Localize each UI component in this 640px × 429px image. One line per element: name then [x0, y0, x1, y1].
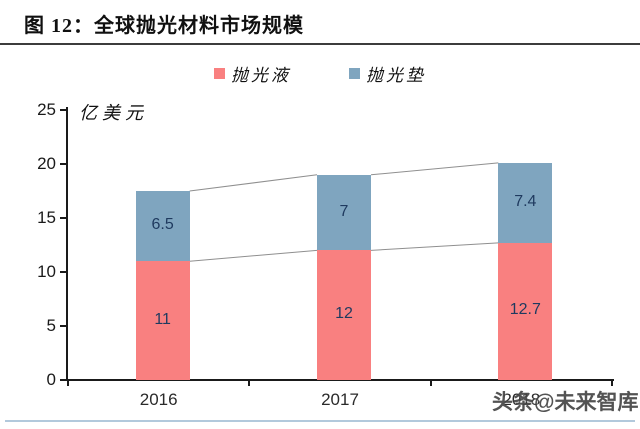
y-tick-label: 15	[37, 208, 56, 227]
bar-segment-2018-s0	[498, 242, 553, 380]
y-axis-unit-label: 亿美元	[79, 103, 148, 123]
x-tick-mark	[67, 380, 69, 386]
legend: 抛光液 抛光垫	[0, 61, 640, 86]
y-tick-label: 10	[37, 262, 56, 281]
series-line-segment	[370, 242, 499, 251]
y-tick-mark	[60, 163, 68, 165]
x-tick-mark	[611, 380, 613, 386]
y-tick-label: 20	[37, 154, 56, 173]
bar-value-label-2018-s0: 12.7	[509, 301, 541, 319]
bar-segment-2017-s0	[317, 250, 371, 380]
x-axis-line	[66, 379, 614, 381]
bar-value-label-2016-s0: 11	[154, 310, 171, 328]
x-tick-label-2018: 2018	[502, 390, 541, 409]
bar-value-label-2016-s1: 6.5	[151, 216, 174, 234]
x-tick-mark	[248, 380, 251, 386]
y-tick-mark	[60, 271, 68, 273]
legend-label-0: 抛光液	[231, 66, 291, 85]
y-tick-label: 0	[46, 370, 56, 389]
legend-item-1: 抛光垫	[349, 61, 426, 86]
legend-swatch-1	[349, 68, 360, 79]
bar-segment-2016-s0	[135, 261, 190, 380]
title-divider	[0, 43, 640, 45]
bar-value-label-2017-s0: 12	[335, 305, 353, 323]
y-axis-line	[66, 107, 68, 381]
y-tick-mark	[60, 109, 68, 111]
bar-segment-2018-s1	[498, 162, 553, 243]
x-tick-mark	[429, 380, 432, 386]
watermark: 头条@未来智库	[492, 391, 639, 414]
series-line-segment	[189, 249, 318, 262]
bar-value-label-2018-s1: 7.4	[514, 192, 537, 210]
series-line-segment	[189, 174, 318, 192]
series-connector-lines	[189, 162, 499, 262]
bar-segment-2017-s1	[317, 174, 371, 251]
bottom-divider	[5, 420, 635, 422]
legend-swatch-0	[214, 68, 225, 79]
bar-value-label-2017-s1: 7	[339, 202, 349, 220]
y-tick-mark	[60, 325, 68, 327]
y-tick-label: 5	[46, 316, 56, 335]
bar-segment-2016-s1	[135, 191, 190, 262]
series-line-segment	[370, 162, 499, 176]
legend-label-1: 抛光垫	[366, 66, 426, 85]
y-tick-mark	[60, 379, 68, 381]
figure-title: 图 12：全球抛光材料市场规模	[24, 15, 304, 37]
x-tick-label-2017: 2017	[321, 390, 359, 409]
y-tick-label: 25	[37, 100, 56, 119]
y-tick-mark	[60, 217, 68, 219]
x-tick-label-2016: 2016	[139, 390, 178, 409]
legend-item-0: 抛光液	[214, 61, 291, 86]
